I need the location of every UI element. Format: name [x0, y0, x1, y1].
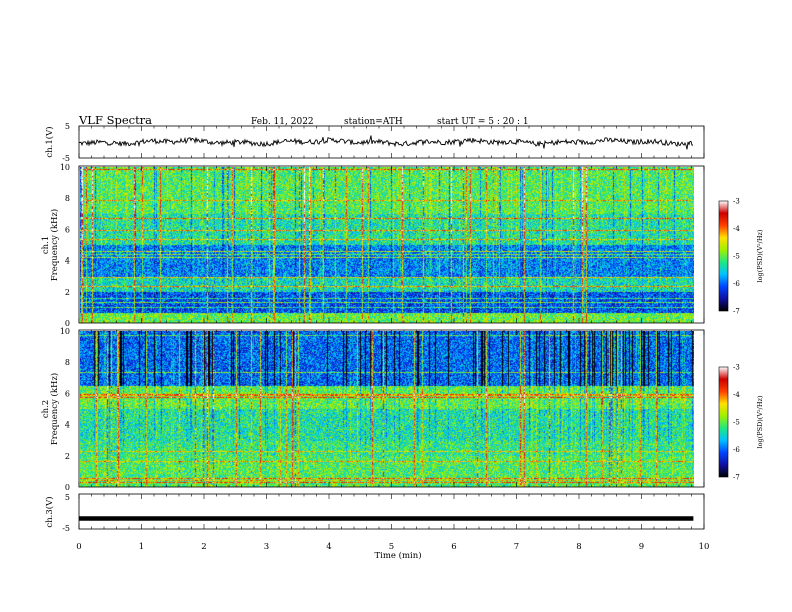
ch1-waveform-trace: [78, 135, 694, 150]
ch1-colorbar: -3 -4 -5 -6 -7 log(PSD)(V²/Hz): [718, 198, 764, 316]
ch2-freq-tick-0: 0: [65, 483, 70, 492]
ch2-spectrogram-image: [79, 330, 694, 487]
time-tick-4: 4: [326, 542, 331, 552]
ch3-waveform-frame: [78, 493, 705, 530]
ch1-frequency-ticks: 0 2 4 6 8 10: [60, 163, 70, 328]
time-tick-9: 9: [639, 542, 644, 552]
ch1-freq-tick-0: 0: [65, 319, 70, 328]
ch2-spectrogram-ylabel-channel: ch.2: [41, 400, 51, 418]
figure-station: station=ATH: [344, 117, 403, 127]
ch1-colorbar-tick-m4: -4: [733, 225, 740, 233]
time-tick-6: 6: [451, 542, 456, 552]
time-tick-0: 0: [76, 542, 81, 552]
ch1-spectrogram-image-holder: [79, 166, 694, 323]
figure-title: VLF Spectra: [78, 113, 152, 127]
time-tick-8: 8: [576, 542, 581, 552]
ch1-freq-tick-4: 4: [65, 257, 70, 266]
ch1-colorbar-tick-m3: -3: [733, 198, 740, 206]
ch2-colorbar-label: log(PSD)(V²/Hz): [756, 395, 764, 448]
ch1-spectrogram-minor-ticks: [78, 166, 705, 323]
ch2-freq-tick-8: 8: [65, 358, 70, 367]
ch1-colorbar-scale: [718, 200, 729, 312]
ch2-colorbar-tick-m4: -4: [733, 391, 740, 399]
ch1-ytick-top: 5: [65, 122, 70, 131]
ch1-freq-tick-10: 10: [60, 163, 70, 172]
time-tick-10: 10: [699, 542, 710, 552]
ch2-colorbar-scale: [718, 366, 729, 478]
ch1-colorbar-tick-m6: -6: [733, 280, 740, 288]
ch2-spectrogram-minor-ticks: [78, 330, 705, 487]
ch1-waveform-ylabel: ch.1(V): [44, 126, 55, 157]
time-axis-tick-labels: 0 1 2 3 4 5 6 7 8 9 10: [76, 542, 709, 552]
ch2-freq-tick-10: 10: [60, 327, 70, 336]
ch1-waveform-ticks: [78, 126, 705, 158]
time-tick-1: 1: [139, 542, 144, 552]
ch1-spectrogram-panel: 0 2 4 6 8 10 ch.1 Frequency (kHz): [41, 163, 705, 328]
ch2-freq-tick-4: 4: [65, 421, 70, 430]
ch1-spectrogram-ylabel-channel: ch.1: [41, 236, 51, 254]
ch3-waveform-ylabel: ch.3(V): [44, 496, 55, 527]
ch1-colorbar-tick-m5: -5: [733, 253, 740, 261]
ch3-ytick-bottom: -5: [62, 524, 70, 533]
ch2-spectrogram-ylabel-frequency: Frequency (kHz): [49, 373, 60, 445]
ch2-colorbar-ticks: -3 -4 -5 -6 -7: [733, 364, 740, 482]
ch1-freq-tick-2: 2: [65, 288, 70, 297]
ch2-frequency-ticks: 0 2 4 6 8 10: [60, 327, 70, 492]
ch2-freq-tick-6: 6: [65, 389, 70, 398]
ch1-spectrogram-ylabel-frequency: Frequency (kHz): [49, 209, 60, 281]
time-tick-3: 3: [264, 542, 269, 552]
time-axis-label: Time (min): [374, 550, 421, 561]
ch3-waveform-panel: 5 -5 ch.3(V): [44, 493, 705, 533]
ch1-ytick-bottom: -5: [62, 154, 70, 163]
ch1-colorbar-label: log(PSD)(V²/Hz): [756, 229, 764, 282]
time-tick-5: 5: [389, 542, 394, 552]
ch2-colorbar-tick-m6: -6: [733, 446, 740, 454]
ch2-colorbar-tick-m7: -7: [733, 474, 740, 482]
ch2-colorbar-tick-m3: -3: [733, 364, 740, 372]
ch2-spectrogram-image-holder: [79, 330, 694, 487]
ch1-freq-tick-8: 8: [65, 194, 70, 203]
ch1-freq-tick-6: 6: [65, 225, 70, 234]
ch2-freq-tick-2: 2: [65, 452, 70, 461]
figure-date: Feb. 11, 2022: [251, 117, 314, 127]
ch1-colorbar-tick-m7: -7: [733, 308, 740, 316]
time-tick-7: 7: [514, 542, 519, 552]
ch2-spectrogram-panel: 0 2 4 6 8 10 ch.2 Frequency (kHz): [41, 327, 705, 492]
ch3-waveform-ticks: [78, 494, 705, 529]
time-tick-2: 2: [201, 542, 206, 552]
ch1-spectrogram-image: [79, 166, 694, 323]
ch3-ytick-top: 5: [65, 493, 70, 502]
ch2-colorbar-tick-m5: -5: [733, 419, 740, 427]
ch2-colorbar: -3 -4 -5 -6 -7 log(PSD)(V²/Hz): [718, 364, 764, 482]
figure-start-time: start UT = 5 : 20 : 1: [437, 117, 529, 127]
ch1-waveform-panel: 5 -5 ch.1(V): [44, 122, 705, 163]
ch1-colorbar-ticks: -3 -4 -5 -6 -7: [733, 198, 740, 316]
